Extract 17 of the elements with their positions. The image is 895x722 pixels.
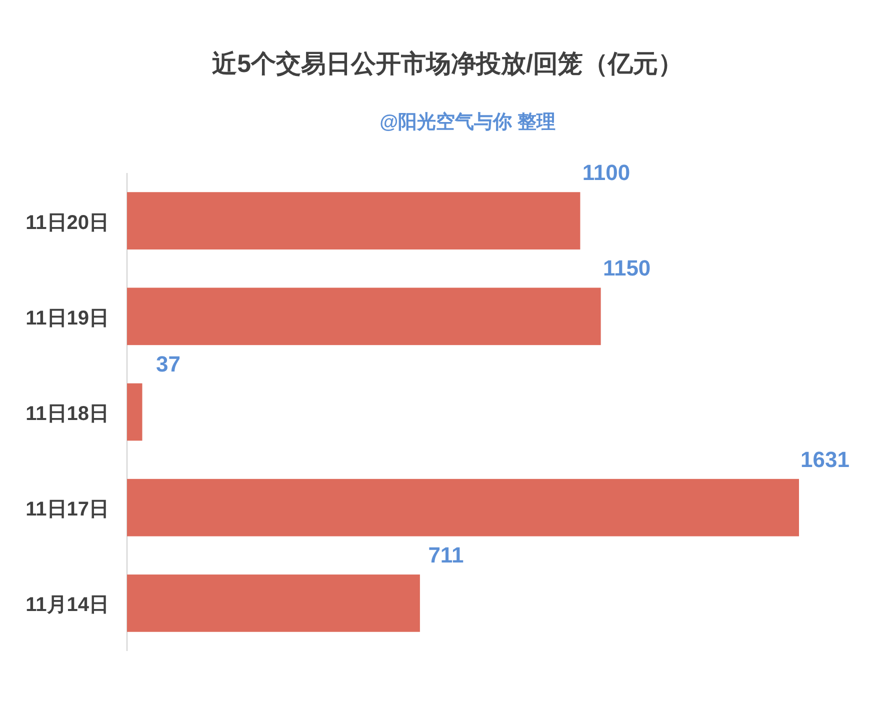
chart-title: 近5个交易日公开市场净投放/回笼（亿元） xyxy=(212,50,683,78)
chart-subtitle: @阳光空气与你 整理 xyxy=(380,111,556,133)
y-tick-label: 11日19日 xyxy=(26,307,109,330)
y-tick-label: 11日18日 xyxy=(26,403,109,425)
data-label: 1150 xyxy=(602,256,651,281)
y-tick-label: 11月14日 xyxy=(26,594,109,616)
data-label: 1100 xyxy=(582,160,630,186)
data-label: 37 xyxy=(156,351,180,376)
bar xyxy=(127,383,142,441)
y-tick-label: 11日20日 xyxy=(26,212,109,234)
data-label: 1631 xyxy=(800,446,850,472)
bar xyxy=(127,192,580,250)
bar xyxy=(127,288,601,346)
bar xyxy=(127,478,799,536)
bar xyxy=(127,574,420,632)
y-tick-label: 11日17日 xyxy=(26,498,109,521)
data-label: 711 xyxy=(428,542,464,568)
